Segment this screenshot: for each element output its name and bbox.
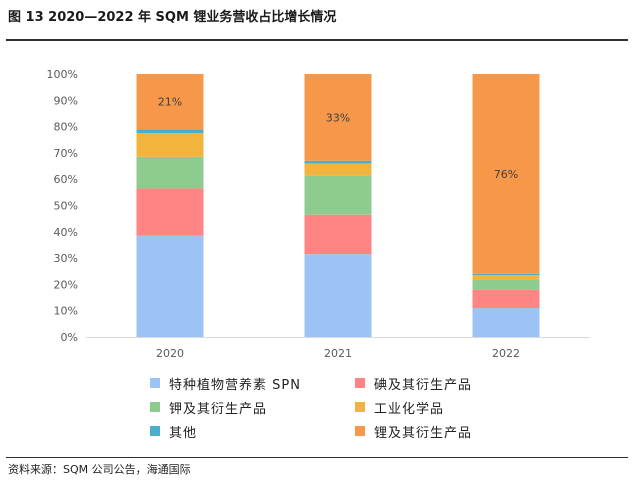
legend: 特种植物营养素 SPN 碘及其衍生产品钾及其衍生产品 工业化学品其他 锂及其衍生产品 (150, 374, 510, 441)
bar-segment-2022-4 (472, 273, 540, 276)
legend-item: 其他 (150, 422, 355, 441)
bar-segment-2020-5 (136, 74, 204, 130)
bar-segment-2020-4 (136, 129, 204, 134)
y-tick-label: 60% (54, 173, 78, 186)
x-tick-label: 2021 (324, 347, 352, 360)
source-note: 资料来源：SQM 公司公告，海通国际 (8, 463, 191, 476)
bar-segment-2022-3 (472, 275, 540, 280)
y-tick-label: 90% (54, 94, 78, 107)
y-tick-label: 0% (61, 331, 78, 344)
bar-segment-2020-2 (136, 156, 204, 189)
legend-swatch (150, 402, 160, 412)
legend-label: 特种植物营养素 SPN (169, 377, 301, 393)
y-axis: 0% 10% 20% 30% 40% 50% 60% 70% 80% 90% 100% (47, 68, 78, 344)
legend-label: 碘及其衍生产品 (374, 377, 473, 393)
bars (136, 74, 540, 337)
bar-segment-2021-3 (304, 163, 372, 176)
bar-segment-2021-0 (304, 254, 372, 337)
footer-divider (6, 457, 628, 458)
legend-swatch (355, 426, 365, 436)
y-tick-label: 30% (54, 252, 78, 265)
data-label: 76% (494, 168, 518, 181)
y-tick-label: 70% (54, 147, 78, 160)
bar-segment-2020-0 (136, 235, 204, 337)
bar-segment-2022-0 (472, 308, 540, 337)
x-axis: 2020 2021 2022 (86, 337, 590, 360)
bar-segment-2020-3 (136, 133, 204, 157)
data-label: 21% (158, 96, 182, 109)
legend-swatch (355, 402, 365, 412)
legend-label: 其他 (169, 425, 198, 441)
title-divider (6, 39, 628, 41)
bar-segment-2022-5 (472, 74, 540, 274)
bar-segment-2021-4 (304, 160, 372, 164)
bar-segment-2020-1 (136, 188, 204, 236)
y-tick-label: 20% (54, 278, 78, 291)
y-tick-label: 80% (54, 121, 78, 134)
legend-label: 钾及其衍生产品 (169, 401, 268, 417)
data-labels: 21% 33% 76% (158, 96, 518, 181)
legend-swatch (355, 378, 365, 388)
stacked-bar-chart: 0%10%20%30%40%50%60%70%80%90%100% 2020 20… (47, 68, 590, 360)
legend-item: 碘及其衍生产品 (355, 374, 515, 393)
y-tick-label: 100% (47, 68, 78, 81)
figure-title: 图 13 2020—2022 年 SQM 锂业务营收占比增长情况 (8, 10, 337, 25)
data-label: 33% (326, 111, 350, 124)
x-tick-label: 2022 (492, 347, 520, 360)
x-tick-label: 2020 (156, 347, 184, 360)
y-tick-label: 50% (54, 200, 78, 213)
legend-swatch (150, 426, 160, 436)
legend-item: 钾及其衍生产品 (150, 398, 355, 417)
legend-label: 锂及其衍生产品 (374, 425, 473, 441)
bar-segment-2022-2 (472, 279, 540, 290)
y-tick-label: 40% (54, 226, 78, 239)
legend-item: 锂及其衍生产品 (355, 422, 515, 441)
bar-segment-2021-2 (304, 175, 372, 215)
legend-label: 工业化学品 (374, 401, 445, 417)
legend-item: 工业化学品 (355, 398, 515, 417)
legend-item: 特种植物营养素 SPN (150, 374, 355, 393)
bar-segment-2021-1 (304, 214, 372, 255)
y-tick-label: 10% (54, 305, 78, 318)
bar-segment-2022-1 (472, 289, 540, 309)
legend-swatch (150, 378, 160, 388)
bar-segment-2021-5 (304, 74, 372, 161)
